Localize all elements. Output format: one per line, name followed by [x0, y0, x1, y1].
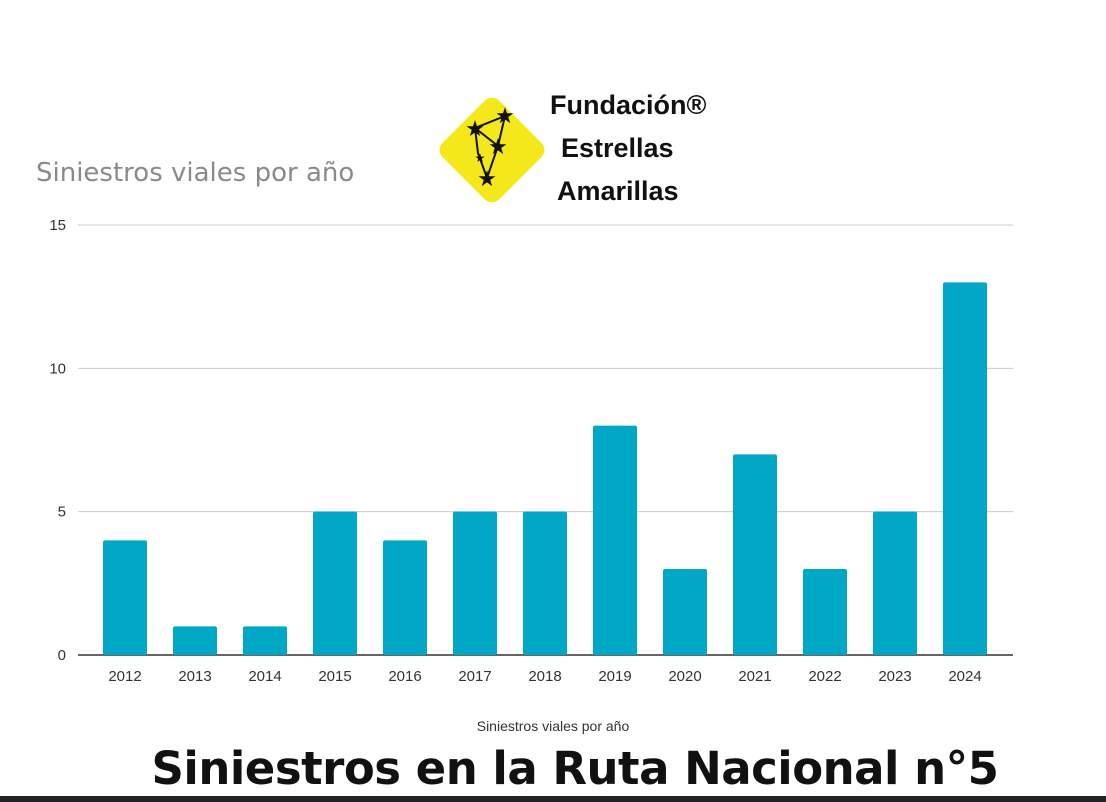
svg-text:★: ★ — [465, 117, 485, 142]
logo-line-2: Estrellas — [561, 133, 674, 163]
bottom-border — [0, 796, 1106, 802]
x-tick-label: 2021 — [738, 668, 771, 685]
x-tick-label: 2023 — [878, 668, 911, 685]
x-tick-label: 2017 — [458, 668, 491, 685]
chart-title: Siniestros viales por año — [36, 158, 355, 188]
bar — [383, 540, 427, 655]
x-tick-label: 2014 — [248, 668, 281, 685]
x-tick-label: 2012 — [108, 668, 141, 685]
y-tick-label: 10 — [49, 360, 66, 377]
x-tick-label: 2015 — [318, 668, 351, 685]
bar — [593, 425, 637, 655]
y-tick-label: 15 — [49, 217, 66, 234]
svg-text:★: ★ — [488, 135, 508, 160]
x-tick-label: 2020 — [668, 668, 701, 685]
x-tick-label: 2024 — [948, 668, 981, 685]
y-tick-label: 0 — [58, 647, 66, 664]
logo-line-1: Fundación® — [550, 90, 707, 120]
bar — [733, 454, 777, 655]
x-tick-label: 2013 — [178, 668, 211, 685]
x-tick-label: 2019 — [598, 668, 631, 685]
y-tick-label: 5 — [58, 504, 66, 521]
x-axis-label: Siniestros viales por año — [476, 718, 630, 734]
bar — [873, 511, 917, 655]
bar — [453, 511, 497, 655]
x-tick-label: 2016 — [388, 668, 421, 685]
bar — [313, 511, 357, 655]
star-constellation-icon: ★★★ ★★ — [439, 97, 545, 203]
bar — [243, 626, 287, 655]
logo-line-3: Amarillas — [557, 176, 679, 206]
bar — [803, 569, 847, 655]
bar — [663, 569, 707, 655]
bar — [173, 626, 217, 655]
fundacion-logo: ★ ★ ★ ★ ★ Fundación® Estrellas Amarillas — [430, 88, 770, 213]
x-tick-label: 2018 — [528, 668, 561, 685]
svg-text:★: ★ — [495, 104, 515, 129]
bar — [523, 511, 567, 655]
svg-text:★: ★ — [477, 167, 497, 192]
bar — [103, 540, 147, 655]
svg-text:★: ★ — [475, 151, 486, 165]
main-title: Siniestros en la Ruta Nacional n°5 — [151, 742, 999, 795]
bar — [943, 282, 987, 655]
x-tick-label: 2022 — [808, 668, 841, 685]
